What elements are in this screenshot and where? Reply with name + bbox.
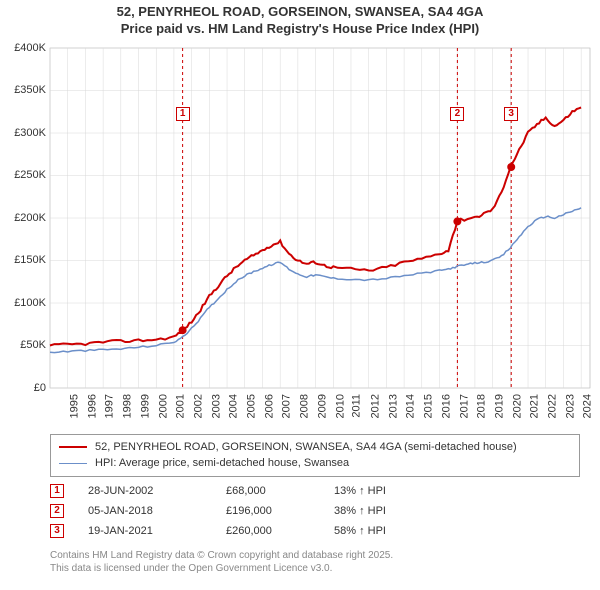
xtick-label: 2019 xyxy=(493,394,505,418)
xtick-label: 2003 xyxy=(210,394,222,418)
sale-event-date: 28-JUN-2002 xyxy=(88,481,208,501)
ytick-label: £300K xyxy=(0,127,46,139)
legend-label: 52, PENYRHEOL ROAD, GORSEINON, SWANSEA, … xyxy=(95,439,517,456)
xtick-label: 2012 xyxy=(369,394,381,418)
ytick-label: £200K xyxy=(0,212,46,224)
xtick-label: 2024 xyxy=(582,394,594,418)
xtick-label: 2006 xyxy=(263,394,275,418)
chart-marker-1: 1 xyxy=(176,107,190,121)
footer-line1: Contains HM Land Registry data © Crown c… xyxy=(50,549,580,562)
xtick-label: 2016 xyxy=(440,394,452,418)
sale-event-delta: 58% ↑ HPI xyxy=(334,521,386,541)
sale-event-date: 19-JAN-2021 xyxy=(88,521,208,541)
xtick-label: 2018 xyxy=(476,394,488,418)
xtick-label: 2008 xyxy=(299,394,311,418)
legend: 52, PENYRHEOL ROAD, GORSEINON, SWANSEA, … xyxy=(50,434,580,477)
legend-swatch xyxy=(59,463,87,464)
sale-event-delta: 38% ↑ HPI xyxy=(334,501,386,521)
xtick-label: 2017 xyxy=(458,394,470,418)
sale-event-price: £196,000 xyxy=(226,501,316,521)
sale-event-date: 05-JAN-2018 xyxy=(88,501,208,521)
title-line2: Price paid vs. HM Land Registry's House … xyxy=(0,21,600,38)
xtick-label: 2001 xyxy=(175,394,187,418)
sale-event-row: 2 05-JAN-2018 £196,000 38% ↑ HPI xyxy=(50,501,580,521)
xtick-label: 1997 xyxy=(104,394,116,418)
ytick-label: £350K xyxy=(0,84,46,96)
ytick-label: £50K xyxy=(0,339,46,351)
ytick-label: £400K xyxy=(0,42,46,54)
sale-event-row: 1 28-JUN-2002 £68,000 13% ↑ HPI xyxy=(50,481,580,501)
legend-swatch xyxy=(59,446,87,448)
sale-events-table: 1 28-JUN-2002 £68,000 13% ↑ HPI 2 05-JAN-2018… xyxy=(50,481,580,541)
sale-event-delta: 13% ↑ HPI xyxy=(334,481,386,501)
title-line1: 52, PENYRHEOL ROAD, GORSEINON, SWANSEA, … xyxy=(0,4,600,21)
footer-attribution: Contains HM Land Registry data © Crown c… xyxy=(50,549,580,575)
xtick-label: 2000 xyxy=(157,394,169,418)
xtick-label: 2023 xyxy=(564,394,576,418)
sale-event-row: 3 19-JAN-2021 £260,000 58% ↑ HPI xyxy=(50,521,580,541)
sale-event-marker: 2 xyxy=(50,504,64,518)
xtick-label: 2002 xyxy=(192,394,204,418)
xtick-label: 1998 xyxy=(122,394,134,418)
footer-line2: This data is licensed under the Open Gov… xyxy=(50,562,580,575)
ytick-label: £250K xyxy=(0,169,46,181)
xtick-label: 1995 xyxy=(68,394,80,418)
chart-svg xyxy=(0,38,600,428)
xtick-label: 2007 xyxy=(281,394,293,418)
sale-event-price: £68,000 xyxy=(226,481,316,501)
xtick-label: 2009 xyxy=(316,394,328,418)
legend-label: HPI: Average price, semi-detached house,… xyxy=(95,455,349,472)
chart-area: £0 £50K £100K £150K £200K £250K £300K £350K £400… xyxy=(0,38,600,428)
legend-row: HPI: Average price, semi-detached house,… xyxy=(59,455,571,472)
ytick-label: £150K xyxy=(0,254,46,266)
xtick-label: 1999 xyxy=(139,394,151,418)
xtick-label: 2015 xyxy=(423,394,435,418)
chart-marker-2: 2 xyxy=(450,107,464,121)
ytick-label: £100K xyxy=(0,297,46,309)
xtick-label: 2011 xyxy=(351,394,363,418)
xtick-label: 2021 xyxy=(529,394,541,418)
xtick-label: 1996 xyxy=(86,394,98,418)
xtick-label: 2014 xyxy=(405,394,417,418)
sale-event-price: £260,000 xyxy=(226,521,316,541)
chart-marker-3: 3 xyxy=(504,107,518,121)
ytick-label: £0 xyxy=(0,382,46,394)
legend-row: 52, PENYRHEOL ROAD, GORSEINON, SWANSEA, … xyxy=(59,439,571,456)
sale-event-marker: 3 xyxy=(50,524,64,538)
xtick-label: 2005 xyxy=(246,394,258,418)
xtick-label: 2013 xyxy=(387,394,399,418)
xtick-label: 2010 xyxy=(334,394,346,418)
sale-event-marker: 1 xyxy=(50,484,64,498)
xtick-label: 2020 xyxy=(511,394,523,418)
xtick-label: 2004 xyxy=(228,394,240,418)
xtick-label: 2022 xyxy=(547,394,559,418)
